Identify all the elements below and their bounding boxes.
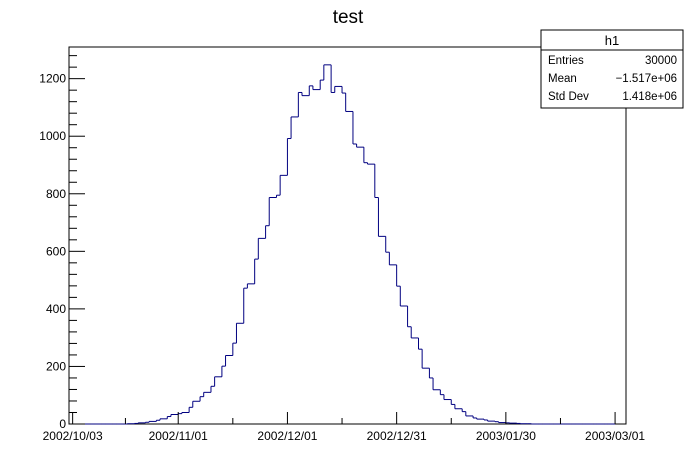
chart-title: test — [333, 7, 364, 28]
y-tick-label: 200 — [46, 359, 66, 373]
plot-area — [68, 46, 627, 425]
y-tick-label: 1200 — [39, 72, 66, 86]
stats-entries-value: 30000 — [645, 55, 677, 67]
x-tick-label: 2003/01/30 — [476, 429, 536, 443]
x-axis: 2002/10/03 2002/11/01 2002/12/01 2002/12/31… — [43, 412, 645, 443]
stats-stddev-label: Std Dev — [548, 91, 589, 103]
y-tick-label: 400 — [46, 302, 66, 316]
y-tick-label: 1000 — [39, 129, 66, 143]
stats-box-frame — [540, 29, 684, 109]
y-tick-label: 0 — [59, 417, 66, 431]
y-tick-label: 600 — [46, 244, 66, 258]
plot-frame — [68, 46, 627, 425]
stats-stddev-value: 1.418e+06 — [622, 91, 677, 103]
x-tick-label: 2002/12/31 — [367, 429, 427, 443]
stats-box-title: h1 — [605, 33, 619, 48]
stats-entries-label: Entries — [548, 55, 584, 67]
stats-box: h1 Entries 30000 Mean −1.517e+06 Std Dev… — [540, 29, 684, 109]
y-axis: 0 200 400 600 800 1000 1200 — [39, 55, 85, 431]
stats-mean-value: −1.517e+06 — [616, 73, 677, 85]
x-tick-label: 2003/03/01 — [585, 429, 645, 443]
x-tick-label: 2002/11/01 — [149, 429, 208, 443]
histogram-bins — [69, 64, 616, 425]
y-tick-label: 800 — [46, 187, 66, 201]
x-tick-label: 2002/10/03 — [43, 429, 103, 443]
x-tick-label: 2002/12/01 — [257, 429, 317, 443]
stats-mean-label: Mean — [548, 73, 577, 85]
